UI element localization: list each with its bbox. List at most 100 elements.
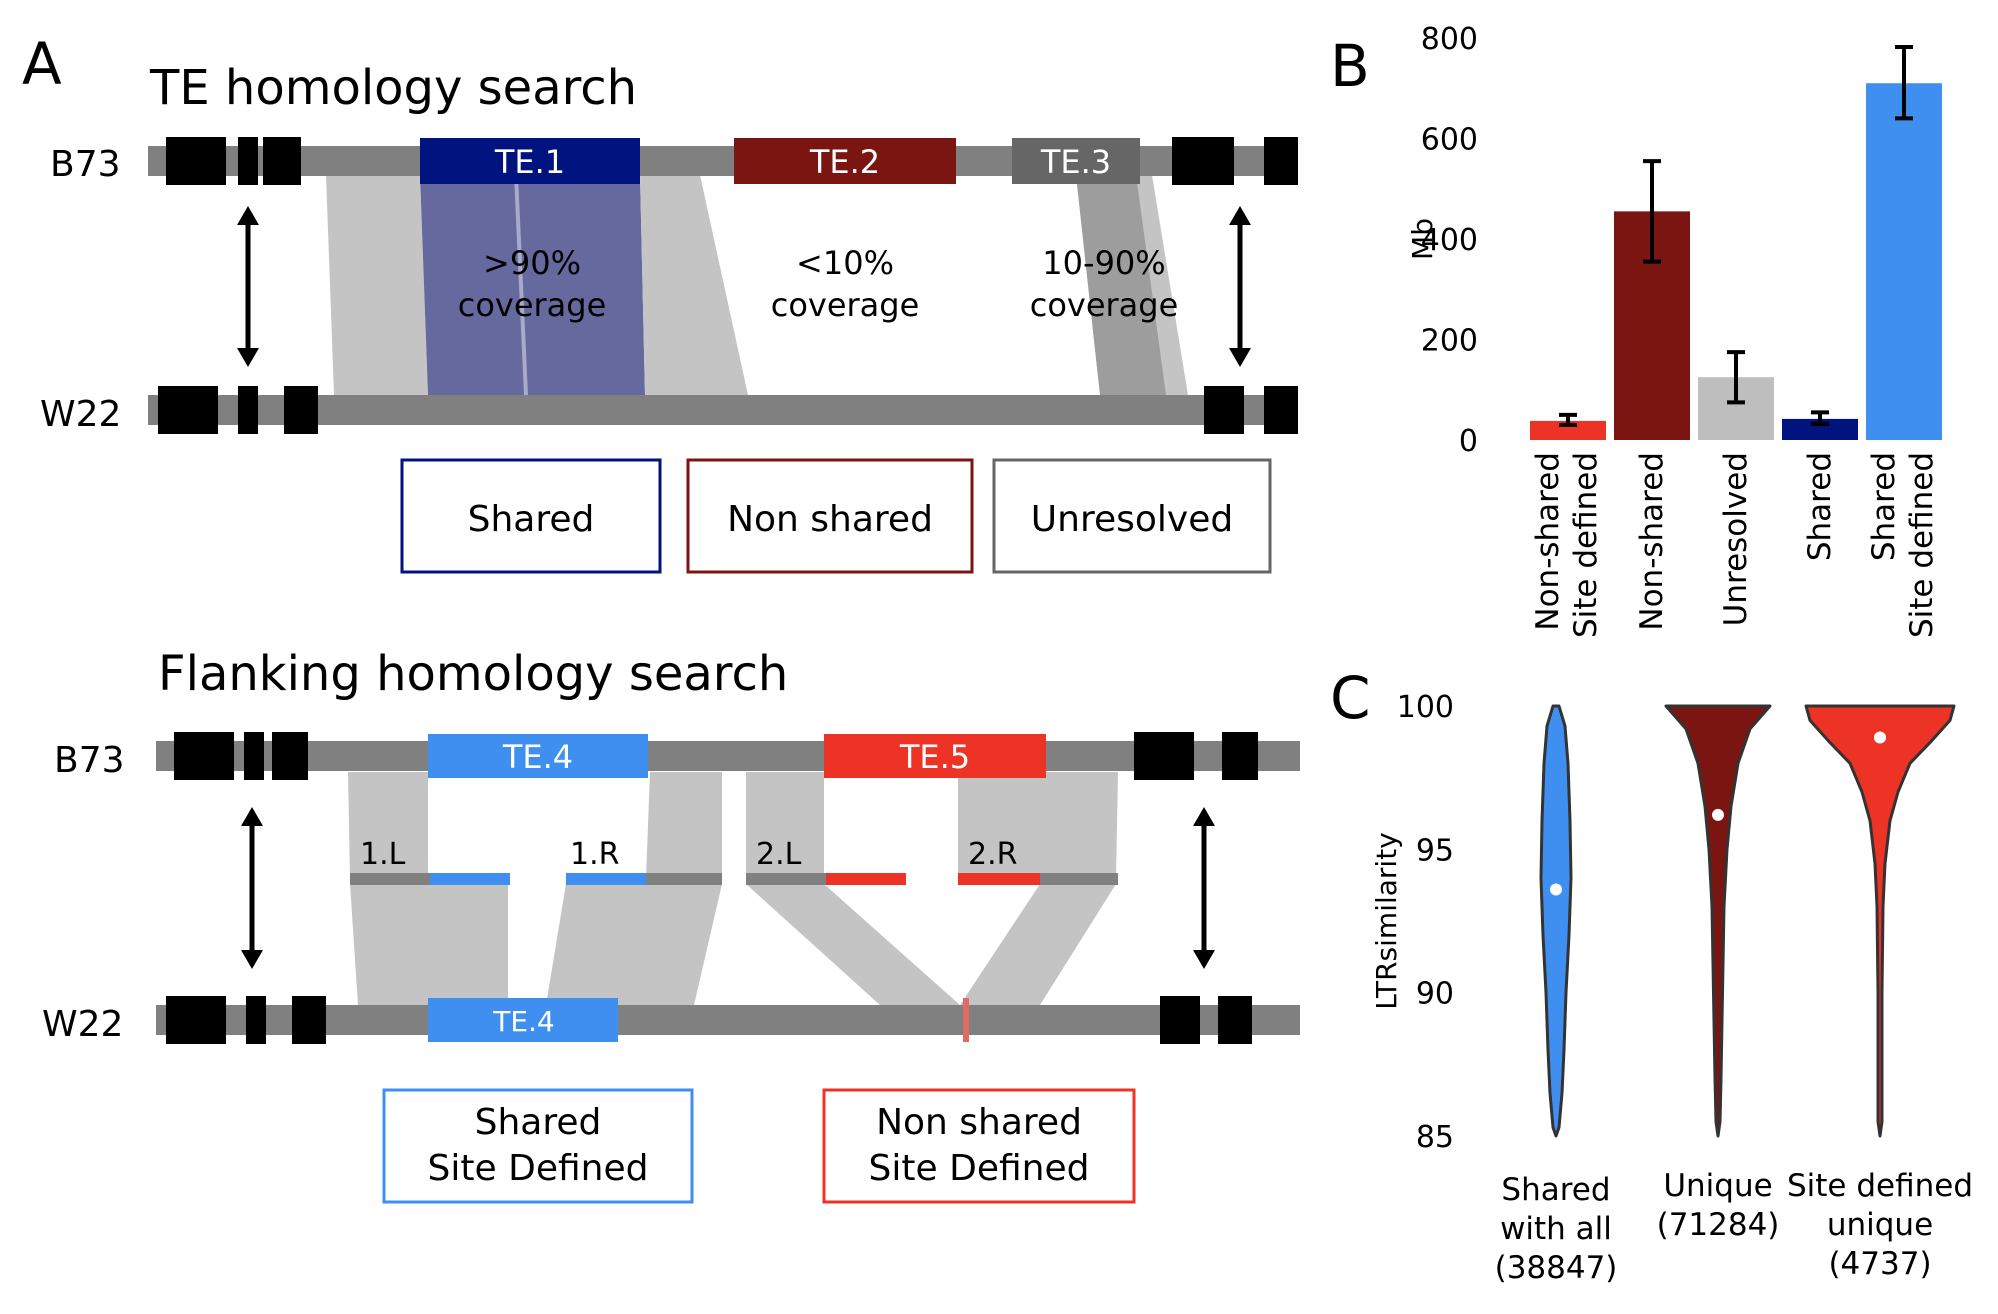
exon-block (272, 732, 308, 780)
bar-y-tick-label: 600 (1421, 123, 1478, 158)
violin-y-axis-label: LTRsimilarity (1370, 832, 1403, 1010)
top-section-title: TE homology search (149, 60, 637, 116)
flank-homology-bands-lower (350, 884, 1116, 1005)
panel-letter-b: B (1330, 32, 1370, 100)
coverage-word-te2: coverage (771, 286, 920, 324)
violin-group-label: Unique (1663, 1168, 1772, 1204)
exon-block (174, 732, 234, 780)
exon-block (1160, 996, 1200, 1044)
homology-band-te1 (420, 175, 645, 395)
chrom-label-b73-bottom: B73 (54, 740, 125, 781)
bar-category-label: Site defined (1568, 452, 1604, 638)
chromosome-bar (148, 395, 1298, 425)
te4-label: TE.4 (502, 738, 573, 776)
chrom-label-b73-top: B73 (50, 144, 121, 185)
b73-chromosome-top (148, 137, 1298, 185)
flank-label-2r: 2.R (968, 837, 1017, 872)
violin-median-point (1874, 731, 1886, 744)
exon-block (166, 137, 226, 185)
exon-block (1134, 732, 1194, 780)
exon-block (1222, 732, 1258, 780)
bar (1530, 420, 1606, 440)
b73-chromosome-bottom (156, 732, 1300, 780)
violin-y-tick-label: 100 (1397, 690, 1454, 725)
exon-block (238, 386, 258, 434)
shared-box (400, 458, 662, 574)
non-shared-box (686, 458, 974, 574)
exon-block (246, 996, 266, 1044)
chrom-label-w22-bottom: W22 (42, 1004, 123, 1045)
violin-shape (1664, 704, 1772, 1138)
top-right-double-arrow (1229, 206, 1251, 367)
coverage-word-te1: coverage (458, 286, 607, 324)
homology-band-left-flank (326, 175, 428, 395)
violin-group-label: (4737) (1828, 1246, 1931, 1282)
violin-median-point (1550, 883, 1562, 896)
te1-element (420, 138, 640, 184)
panel-letter-a: A (22, 30, 62, 98)
te2-label: TE.2 (809, 143, 880, 181)
exon-block (1264, 386, 1298, 434)
bar-category-label: Shared (1802, 452, 1838, 561)
bottom-right-double-arrow (1193, 807, 1215, 969)
coverage-word-te3: coverage (1030, 286, 1179, 324)
violin-y-tick-label: 95 (1416, 833, 1454, 868)
w22-chromosome-top (148, 386, 1298, 434)
exon-block (166, 996, 226, 1044)
violin-group-label: with all (1500, 1211, 1612, 1247)
bar-y-tick-label: 800 (1421, 22, 1478, 57)
bar-category-label: Non-shared (1530, 452, 1566, 631)
te4-w22-element (428, 998, 618, 1042)
bar-y-tick-label: 0 (1459, 424, 1478, 459)
bar-category-label: Non-shared (1634, 452, 1670, 631)
te4-element (428, 734, 648, 778)
exon-block (1204, 386, 1244, 434)
flank-homology-bands-upper (348, 772, 1118, 878)
violin-group-label: (38847) (1495, 1250, 1618, 1286)
te3-element (1012, 138, 1140, 184)
homology-band-te1-seam (514, 175, 528, 395)
non-shared-box-label: Non shared (727, 499, 933, 540)
violin-group-label: (71284) (1657, 1207, 1780, 1243)
homology-band-right-flank (640, 175, 748, 395)
violin-shape (1539, 704, 1573, 1138)
top-homology-bands (326, 175, 1188, 395)
bar-y-axis-label: Mb (1406, 218, 1439, 260)
shared-site-defined-box (382, 1088, 694, 1204)
shared-site-defined-line2: Site Defined (428, 1148, 649, 1189)
bottom-section-title: Flanking homology search (158, 646, 788, 702)
violin-y-tick-label: 85 (1416, 1120, 1454, 1155)
bar-category-label: Shared (1866, 452, 1902, 561)
te3-label: TE.3 (1040, 143, 1111, 181)
w22-chromosome-bottom (156, 996, 1300, 1044)
non-shared-site-defined-line2: Site Defined (869, 1148, 1090, 1189)
exon-block (1264, 137, 1298, 185)
te5-label: TE.5 (899, 738, 970, 776)
non-shared-site-defined-line1: Non shared (876, 1102, 1082, 1143)
te4-w22-label: TE.4 (492, 1005, 555, 1038)
exon-block (244, 732, 264, 780)
exon-block (158, 386, 218, 434)
bar-category-label: Site defined (1904, 452, 1940, 638)
violin-group-label: Site defined (1787, 1168, 1973, 1204)
bar-category-label: Unresolved (1718, 452, 1754, 626)
unresolved-box-label: Unresolved (1031, 499, 1233, 540)
exon-block (263, 137, 301, 185)
flank-label-1r: 1.R (570, 837, 619, 872)
flank-label-2l: 2.L (756, 837, 802, 872)
chromosome-bar (156, 741, 1300, 771)
panel-letter-c: C (1330, 664, 1371, 732)
coverage-pct-te1: >90% (483, 244, 581, 282)
homology-band-te3 (1076, 175, 1166, 395)
exon-block (284, 386, 318, 434)
bottom-left-double-arrow (241, 807, 263, 969)
exon-block (1172, 137, 1234, 185)
violin-group-label: unique (1827, 1207, 1933, 1243)
exon-block (1218, 996, 1252, 1044)
coverage-pct-te2: <10% (796, 244, 894, 282)
violin-y-tick-label: 90 (1416, 977, 1454, 1012)
non-shared-site-defined-box (822, 1088, 1136, 1204)
